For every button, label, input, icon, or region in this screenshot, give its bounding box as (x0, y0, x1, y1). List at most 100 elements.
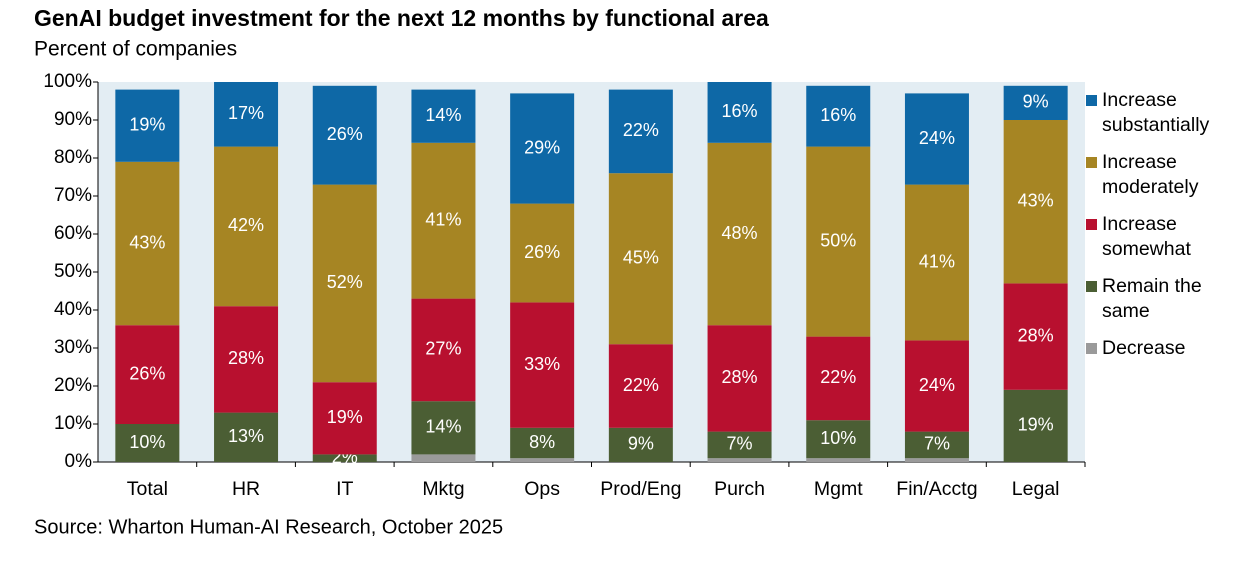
legend-label: Decrease (1102, 337, 1186, 359)
data-label: 41% (425, 209, 461, 229)
bar-segment (608, 173, 673, 345)
x-tick-label: Mktg (422, 478, 464, 500)
bar-segment (806, 336, 871, 421)
bar-segment (510, 302, 575, 428)
bar-segment (608, 344, 673, 428)
bar-segment (1003, 389, 1068, 462)
y-tick-label: 30% (54, 337, 92, 358)
x-tick-label: Ops (524, 478, 560, 500)
source: Source: Wharton Human-AI Research, Octob… (34, 516, 503, 538)
bar-segment (115, 325, 180, 424)
data-label: 43% (129, 232, 165, 252)
data-label: 16% (820, 105, 856, 125)
bar-segment (214, 412, 279, 462)
x-tick-label: Purch (714, 478, 765, 500)
data-label: 19% (129, 114, 165, 134)
bar-segment (707, 458, 772, 462)
bar-segment (904, 93, 969, 185)
bar-segment (904, 431, 969, 459)
y-tick-label: 20% (54, 375, 92, 396)
data-label: 19% (1018, 415, 1054, 435)
bar-segment (115, 424, 180, 462)
bar-segment (312, 184, 377, 383)
data-label: 27% (425, 339, 461, 359)
data-label: 10% (820, 428, 856, 448)
data-label: 17% (228, 103, 264, 123)
legend-swatch (1086, 157, 1097, 168)
bar-segment (904, 458, 969, 462)
data-label: 14% (425, 417, 461, 437)
data-label: 22% (820, 367, 856, 387)
x-tick-label: IT (336, 478, 353, 500)
y-tick-label: 100% (43, 71, 92, 92)
data-label: 22% (623, 120, 659, 140)
bar-segment (806, 85, 871, 147)
bar-segment (312, 454, 377, 462)
legend-label: Increase substantially (1102, 89, 1210, 136)
bar-segment (510, 93, 575, 204)
bar-segment (806, 420, 871, 459)
legend-label: Remain the same (1102, 275, 1202, 322)
bar-segment (904, 340, 969, 432)
data-label: 48% (722, 223, 758, 243)
x-tick-label: Prod/Eng (600, 478, 681, 500)
bar-segment (608, 427, 673, 462)
data-label: 16% (722, 101, 758, 121)
legend-swatch (1086, 343, 1097, 354)
data-label: 52% (327, 272, 363, 292)
y-tick-label: 60% (54, 223, 92, 244)
chart-subtitle: Percent of companies (34, 38, 237, 61)
data-label: 41% (919, 251, 955, 271)
x-tick-label: HR (232, 478, 260, 500)
y-tick-label: 80% (54, 147, 92, 168)
data-label: 9% (628, 434, 654, 454)
data-label: 28% (228, 348, 264, 368)
bar-segment (1003, 283, 1068, 390)
y-tick-label: 40% (54, 299, 92, 320)
bar-segment (214, 146, 279, 307)
data-label: 28% (1018, 325, 1054, 345)
x-tick-label: Fin/Acctg (896, 478, 977, 500)
x-tick-label: Mgmt (814, 478, 863, 500)
data-label: 26% (524, 242, 560, 262)
bar-segment (806, 458, 871, 462)
data-label: 29% (524, 137, 560, 157)
bar-segment (411, 401, 476, 455)
data-label: 14% (425, 105, 461, 125)
bar-segment (214, 306, 279, 413)
data-label: 8% (529, 432, 555, 452)
data-label: 50% (820, 230, 856, 250)
y-tick-label: 90% (54, 109, 92, 130)
legend-label: Increase moderately (1102, 151, 1199, 198)
legend-entry: Increase moderately (1086, 150, 1251, 200)
bar-segment (904, 184, 969, 341)
data-label: 9% (1023, 92, 1049, 112)
bar-segment (510, 203, 575, 303)
legend-swatch (1086, 95, 1097, 106)
bar-segment (1003, 85, 1068, 120)
bar-segment (411, 142, 476, 299)
data-label: 26% (129, 363, 165, 383)
bar-segment (115, 89, 180, 162)
bar-segment (707, 431, 772, 459)
legend-swatch (1086, 219, 1097, 230)
data-label: 33% (524, 354, 560, 374)
legend-entry: Increase somewhat (1086, 212, 1251, 262)
bar-segment (707, 82, 772, 143)
bar-segment (411, 454, 476, 462)
y-tick-label: 50% (54, 261, 92, 282)
bar-segment (115, 161, 180, 326)
data-label: 22% (623, 375, 659, 395)
legend-label: Increase somewhat (1102, 213, 1191, 260)
bar-segment (707, 142, 772, 326)
bar-segment (806, 146, 871, 337)
data-label: 13% (228, 426, 264, 446)
data-label: 7% (727, 434, 753, 454)
data-label: 19% (327, 407, 363, 427)
y-tick-label: 0% (65, 451, 93, 472)
data-label: 24% (919, 375, 955, 395)
bar-segment (608, 89, 673, 174)
x-tick-label: Legal (1012, 478, 1060, 500)
chart-title: GenAI budget investment for the next 12 … (34, 5, 769, 31)
